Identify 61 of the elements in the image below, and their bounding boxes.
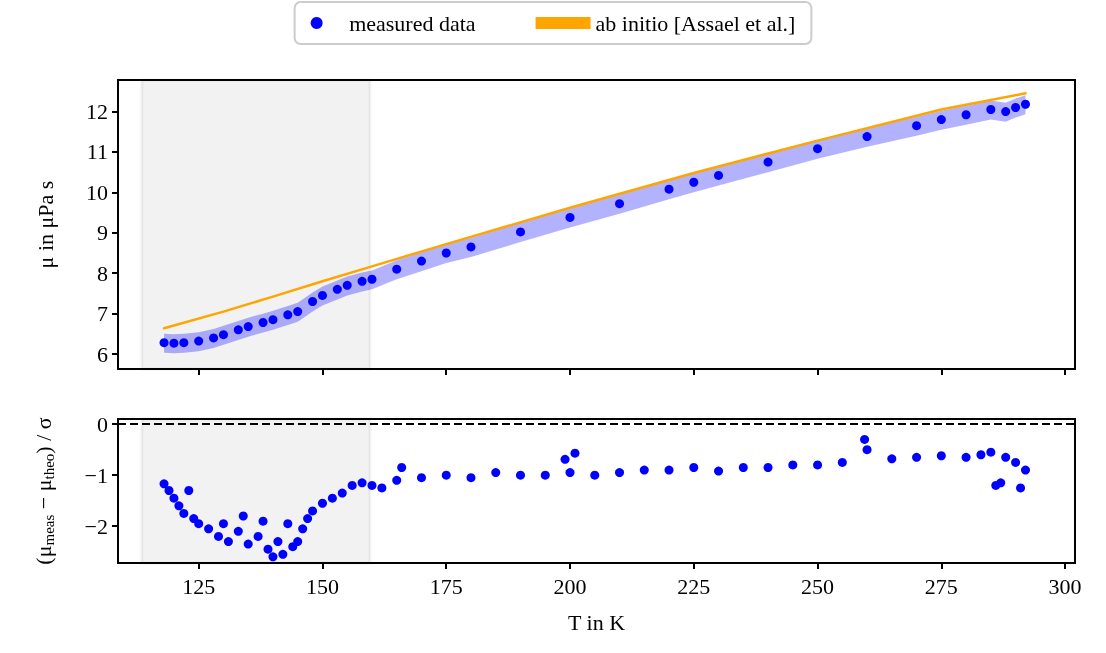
- point: [169, 338, 179, 348]
- point: [283, 310, 293, 320]
- x-tick-label: 200: [553, 573, 587, 599]
- point: [367, 274, 377, 284]
- x-tick-label: 275: [924, 573, 958, 599]
- legend-label: measured data: [349, 10, 476, 36]
- x-tick-label: 150: [305, 573, 339, 599]
- x-tick-label: 175: [429, 573, 463, 599]
- x-tick-label: 225: [677, 573, 711, 599]
- point: [258, 318, 268, 328]
- point: [862, 132, 872, 142]
- point: [392, 264, 402, 274]
- y-tick-label: 10: [86, 179, 108, 205]
- point: [243, 322, 253, 332]
- point: [1011, 102, 1021, 112]
- point: [986, 105, 996, 114]
- point: [689, 177, 699, 187]
- point: [194, 336, 204, 346]
- point: [317, 290, 327, 300]
- point: [615, 199, 625, 209]
- y-tick-label: 0: [97, 411, 108, 437]
- point: [293, 307, 303, 317]
- y-tick-label: 6: [97, 341, 108, 367]
- y-tick-label: −1: [84, 462, 108, 488]
- point: [466, 242, 476, 252]
- point: [961, 110, 971, 120]
- point: [159, 338, 169, 348]
- point: [342, 280, 352, 290]
- y-tick-label: 11: [86, 139, 108, 165]
- point: [417, 256, 426, 266]
- point: [441, 248, 451, 258]
- point: [763, 157, 773, 167]
- point: [714, 170, 724, 180]
- point: [179, 338, 189, 348]
- point: [233, 325, 243, 335]
- point: [664, 184, 674, 194]
- point: [565, 212, 575, 222]
- x-axis-title: T in K: [567, 609, 626, 635]
- point: [332, 284, 342, 294]
- y-tick-label: 7: [97, 301, 108, 327]
- point: [516, 227, 525, 237]
- point: [268, 315, 278, 325]
- y-tick-label: 9: [97, 220, 108, 246]
- y-tick-label: 12: [86, 99, 108, 125]
- point: [1001, 107, 1011, 117]
- point: [912, 121, 922, 131]
- x-tick-label: 300: [1048, 573, 1082, 599]
- point: [936, 115, 946, 125]
- point: [813, 144, 823, 154]
- x-tick-label: 125: [182, 573, 216, 599]
- y-tick-label: −2: [84, 513, 108, 539]
- point: [1021, 99, 1030, 109]
- point: [357, 276, 367, 286]
- y-tick-label: 8: [97, 260, 108, 286]
- legend-label: ab initio [Assael et al.]: [595, 10, 796, 36]
- y-axis-title: μ in μPa s: [32, 180, 58, 269]
- x-tick-label: 250: [801, 573, 835, 599]
- y-axis-title: (μmeas − μtheo) / σ: [31, 417, 57, 565]
- point: [308, 297, 318, 306]
- point: [218, 330, 228, 340]
- point: [209, 333, 219, 343]
